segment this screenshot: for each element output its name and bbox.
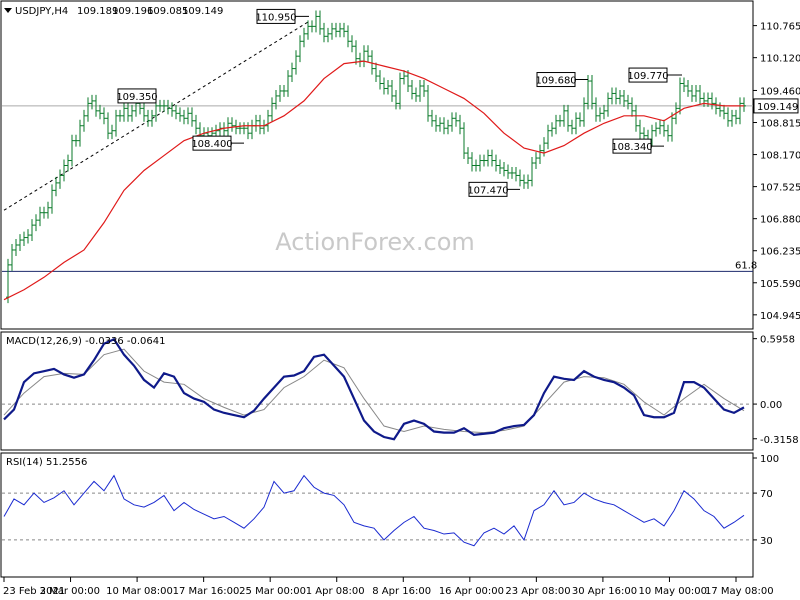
rsi-line [3,474,745,547]
time-tick-label: 8 Apr 16:00 [372,586,431,597]
price-tick-label: 110.120 [760,54,800,65]
price-label-text: 108.340 [611,142,652,153]
price-tick-label: 104.945 [760,311,800,322]
rsi-panel-frame [0,452,754,578]
collapse-triangle-icon [4,8,12,13]
moving-average-line [3,60,744,301]
watermark: ActionForex.com [275,228,475,256]
price-tick-label: 110.765 [760,22,800,33]
price-tick-label: 109.460 [760,86,800,97]
ohlc-low: 109.085 [147,6,188,17]
macd-layer [2,337,753,441]
price-tick-label: 105.590 [760,279,800,290]
price-label-box [117,88,157,104]
time-tick-label: 30 Apr 16:00 [572,586,637,597]
time-tick-label: 17 Mar 16:00 [173,586,240,597]
ohlc-open: 109.189 [77,6,118,17]
price-label-box [536,72,576,88]
symbol-header: USDJPY,H4 [15,6,68,17]
price-label-text: 107.470 [467,185,508,196]
price-label-box [628,67,668,83]
price-tick-label: 106.880 [760,215,800,226]
time-tick-label: 3 Mar 00:00 [40,586,100,597]
price-header: USDJPY,H4 109.189 109.196 109.085 109.14… [4,6,223,17]
price-label-text: 109.770 [627,71,668,82]
price-label-box [256,8,296,24]
fib-618-label: 61.8 [735,260,757,271]
price-label-text: 108.400 [191,139,232,150]
price-tick-label: 108.170 [760,151,800,162]
price-label-box [192,135,232,151]
macd-tick-label: 0.5958 [760,335,795,346]
price-tick-label: 108.815 [760,119,800,130]
time-tick-label: 16 Apr 00:00 [439,586,504,597]
macd-tick-label: 0.00 [760,400,782,411]
current-price-label: 109.149 [757,102,798,113]
time-tick-label: 17 May 08:00 [705,586,774,597]
time-tick-label: 1 Apr 08:00 [306,586,365,597]
macd-line [3,337,745,441]
price-tick-label: 106.235 [760,247,800,258]
rsi-layer [2,474,753,547]
price-label-text: 110.950 [255,12,296,23]
rsi-tick-label: 100 [760,454,779,465]
macd-tick-label: -0.3158 [760,435,799,446]
macd-signal-line [3,348,745,434]
macd-header: MACD(12,26,9) -0.0336 -0.0641 [6,336,166,347]
current-price-box [753,98,799,114]
axis-layer: 110.765 110.120 109.460 108.815 108.170 107.5… [3,22,800,597]
time-tick-label: 23 Feb 2021 [3,586,65,597]
rsi-tick-label: 30 [760,536,773,547]
price-layer: 61.8 110.950 109.350 108.400 109.680 107.470 1… [2,8,757,304]
price-tick-label: 107.525 [760,183,800,194]
price-label-box [468,181,508,197]
rsi-header: RSI(14) 51.2556 [6,457,87,468]
price-label-text: 109.680 [535,76,576,87]
price-label-text: 109.350 [116,92,157,103]
ohlc-close: 109.149 [182,6,223,17]
price-label-box [612,138,652,154]
rsi-tick-label: 70 [760,489,773,500]
ohlc-high: 109.196 [112,6,153,17]
time-tick-label: 10 Mar 08:00 [106,586,173,597]
price-panel-frame [0,0,754,330]
time-tick-label: 10 May 00:00 [638,586,707,597]
time-tick-label: 25 Mar 00:00 [239,586,306,597]
time-tick-label: 23 Apr 08:00 [505,586,570,597]
